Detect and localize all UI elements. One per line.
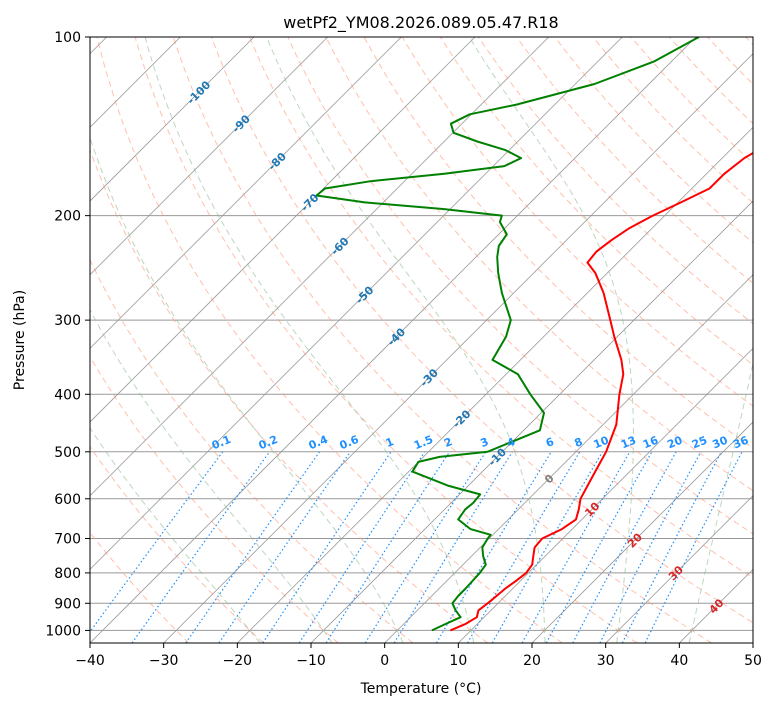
dry-adiabat (630, 37, 753, 164)
isotherm-gridline (531, 421, 753, 643)
dry-adiabat (134, 37, 638, 643)
mixing-ratio-line (644, 451, 743, 643)
isotherm-gridline (90, 37, 697, 643)
mixing-ratio-line (364, 451, 487, 643)
mixing-ratio-label: 13 (619, 434, 638, 452)
mixing-ratio-label: 30 (711, 434, 730, 452)
moist-adiabat (762, 37, 775, 643)
isotherm-gridline (752, 642, 753, 643)
dewpoint-profile-line (315, 37, 700, 632)
temperature-profile-line (449, 151, 753, 632)
y-tick-label: 1000 (45, 623, 81, 639)
isotherm-gridline (90, 37, 402, 349)
y-tick-label: 300 (54, 313, 81, 329)
moist-adiabat (144, 37, 475, 643)
mixing-ratio-line (325, 451, 451, 643)
mixing-ratio-line (545, 451, 653, 643)
mixing-ratio-line (572, 451, 677, 643)
y-tick-label: 200 (54, 209, 81, 225)
x-tick-label: 0 (380, 653, 389, 669)
isotherm-gridline (458, 347, 753, 643)
x-tick-label: −20 (223, 653, 253, 669)
mixing-ratio-label: 2 (442, 435, 454, 450)
x-tick-label: 30 (597, 653, 615, 669)
y-tick-label: 800 (54, 566, 81, 582)
y-tick-label: 600 (54, 492, 81, 508)
mixing-ratio-line (90, 451, 224, 633)
y-tick-label: 700 (54, 532, 81, 548)
mixing-ratio-label: 20 (665, 434, 684, 452)
x-axis-title: Temperature (°C) (360, 681, 482, 697)
dry-adiabat (325, 37, 753, 492)
mixing-ratio-label: 10 (592, 434, 611, 452)
dry-adiabat (516, 37, 753, 284)
series-layer (315, 37, 753, 632)
x-tick-label: −10 (296, 653, 326, 669)
dry-adiabat (90, 258, 414, 643)
x-tick-label: 20 (523, 653, 541, 669)
y-tick-label: 500 (54, 445, 81, 461)
mixing-ratio-line (131, 451, 271, 643)
mixing-ratio-line (521, 451, 631, 643)
dry-adiabat (211, 37, 753, 624)
background-grid (90, 37, 775, 643)
moist-adiabat (468, 37, 634, 643)
moist-adiabat (266, 37, 546, 643)
isotherm-gridline (605, 495, 753, 643)
mixing-ratio-line (435, 451, 552, 643)
isotherm-gridline (90, 37, 255, 202)
isotherm-gridline (90, 37, 328, 276)
dry-adiabat (363, 37, 753, 449)
dry-adiabat (172, 37, 712, 643)
isotherm-gridline (90, 37, 623, 570)
x-tick-label: 50 (744, 653, 762, 669)
dry-adiabat (439, 37, 753, 366)
x-tick-label: 10 (449, 653, 467, 669)
x-tick-label: 40 (670, 653, 688, 669)
y-tick-label: 100 (54, 30, 81, 46)
moist-adiabat (90, 427, 261, 643)
moist-adiabat (90, 308, 333, 643)
mixing-ratio-label: 8 (573, 435, 585, 450)
mixing-ratio-line (262, 451, 392, 643)
dry-adiabat (401, 37, 753, 407)
plot-frame (89, 36, 754, 644)
y-tick-label: 400 (54, 387, 81, 403)
mixing-ratio-line (185, 451, 321, 643)
mixing-ratio-line (218, 451, 351, 643)
mixing-ratio-label: 1 (384, 435, 396, 450)
x-tick-label: −30 (149, 653, 179, 669)
plot-background (90, 37, 753, 643)
y-axis-title: Pressure (hPa) (12, 290, 28, 390)
y-tick-label: 900 (54, 596, 81, 612)
dry-adiabat (90, 445, 264, 643)
dry-adiabat (96, 37, 563, 643)
isotherm-gridline (163, 53, 753, 643)
mixing-ratio-label: 16 (641, 434, 660, 452)
mixing-ratio-label: 36 (731, 434, 750, 452)
isotherm-gridline (90, 37, 549, 497)
x-tick-label: −40 (75, 653, 105, 669)
moist-adiabat (90, 136, 404, 643)
moist-adiabat (688, 360, 753, 643)
mixing-ratio-label: 3 (479, 435, 491, 450)
dry-adiabat (249, 37, 753, 579)
isotherm-gridline (237, 126, 753, 643)
mixing-ratio-label: 25 (690, 434, 709, 452)
axis-layer: −40 −30 −20 −10 0 10 20 30 40 50 100 200 300 400 500 60… (45, 30, 762, 669)
isotherm-gridline (90, 37, 476, 423)
mixing-ratio-line (599, 451, 702, 643)
mixing-ratio-line (298, 451, 426, 643)
chart-title: wetPf2_YM08.2026.089.05.47.R18 (283, 13, 558, 33)
